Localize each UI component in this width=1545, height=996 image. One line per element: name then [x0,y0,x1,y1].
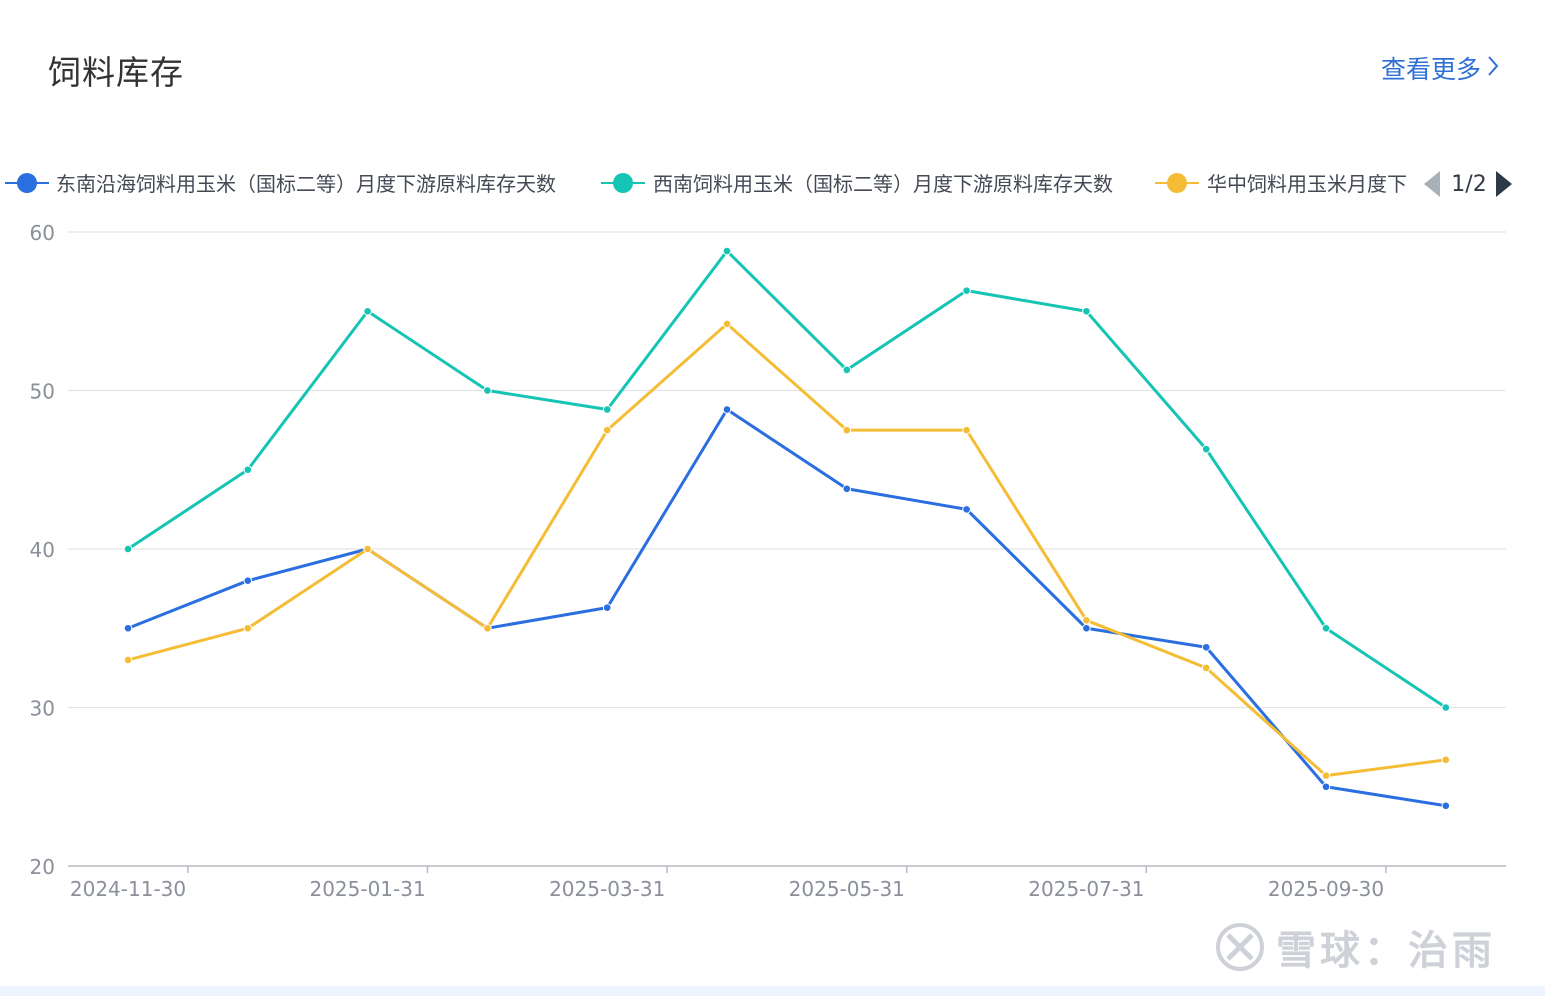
legend-dot-3 [1167,173,1187,193]
data-point-2 [722,246,732,256]
view-more-label: 查看更多 [1380,55,1481,84]
legend-dot-2 [613,173,633,193]
data-point-2 [123,544,133,554]
data-point-3 [1441,755,1451,765]
x-tick-label: 2024-11-30 [70,877,186,901]
data-point-3 [123,655,133,665]
x-tick-label: 2025-01-31 [309,877,425,901]
data-point-1 [1082,623,1091,633]
data-point-3 [363,544,372,554]
data-point-2 [243,465,253,475]
y-tick-label-40: 40 [30,538,55,562]
data-point-3 [842,425,852,435]
series-line-3 [127,322,1446,778]
bottom-band [0,986,1545,996]
data-point-3 [1082,616,1091,625]
legend-prev-icon[interactable] [1424,171,1440,197]
data-point-1 [962,505,971,514]
y-tick-label-60: 60 [30,221,55,245]
watermark: 雪球：治雨 [1214,918,1496,976]
chevron-right-icon [1487,54,1499,83]
data-point-2 [363,306,372,316]
data-point-2 [483,386,492,395]
legend-label-1: 东南沿海饲料用玉米（国标二等）月度下游原料库存天数 [56,172,556,196]
data-point-2 [962,286,971,295]
data-point-1 [602,603,612,612]
x-tick-label: 2025-03-31 [549,877,665,901]
x-tick-label: 2025-09-30 [1268,877,1384,901]
x-tick-label: 2025-05-31 [789,877,905,901]
legend-dot-1 [17,173,37,193]
y-tick-label-50: 50 [30,380,55,404]
data-point-1 [1321,782,1331,792]
data-point-1 [842,484,852,494]
data-point-3 [243,623,253,633]
x-tick-label: 2025-07-31 [1028,877,1144,901]
series-line-2 [127,249,1447,709]
watermark-text: 雪球：治雨 [1276,928,1496,974]
page-title: 饲料库存 [48,53,184,92]
data-point-2 [1201,444,1211,454]
data-point-2 [602,405,612,414]
legend-page-indicator: 1/2 [1451,172,1486,197]
y-tick-label-30: 30 [30,697,55,721]
data-point-3 [1201,663,1211,673]
data-point-3 [602,425,612,435]
data-point-3 [962,425,971,435]
data-point-1 [722,405,732,414]
data-point-2 [842,365,852,375]
legend-label-3: 华中饲料用玉米月度下 [1207,172,1407,196]
legend-label-2: 西南饲料用玉米（国标二等）月度下游原料库存天数 [653,172,1113,196]
data-point-1 [123,623,133,633]
data-point-1 [1201,642,1211,652]
xueqiu-logo-icon [1216,923,1264,971]
data-point-3 [722,319,732,329]
data-point-1 [243,576,253,586]
series-line-1 [127,408,1447,808]
data-point-1 [1441,801,1451,811]
y-tick-label-20: 20 [30,855,55,879]
view-more-link[interactable]: 查看更多 [1381,50,1499,86]
data-point-2 [1321,623,1331,633]
data-point-3 [1321,771,1331,780]
data-point-2 [1441,703,1451,712]
data-point-3 [483,623,492,633]
data-point-2 [1082,306,1091,316]
legend-next-icon[interactable] [1496,171,1512,197]
